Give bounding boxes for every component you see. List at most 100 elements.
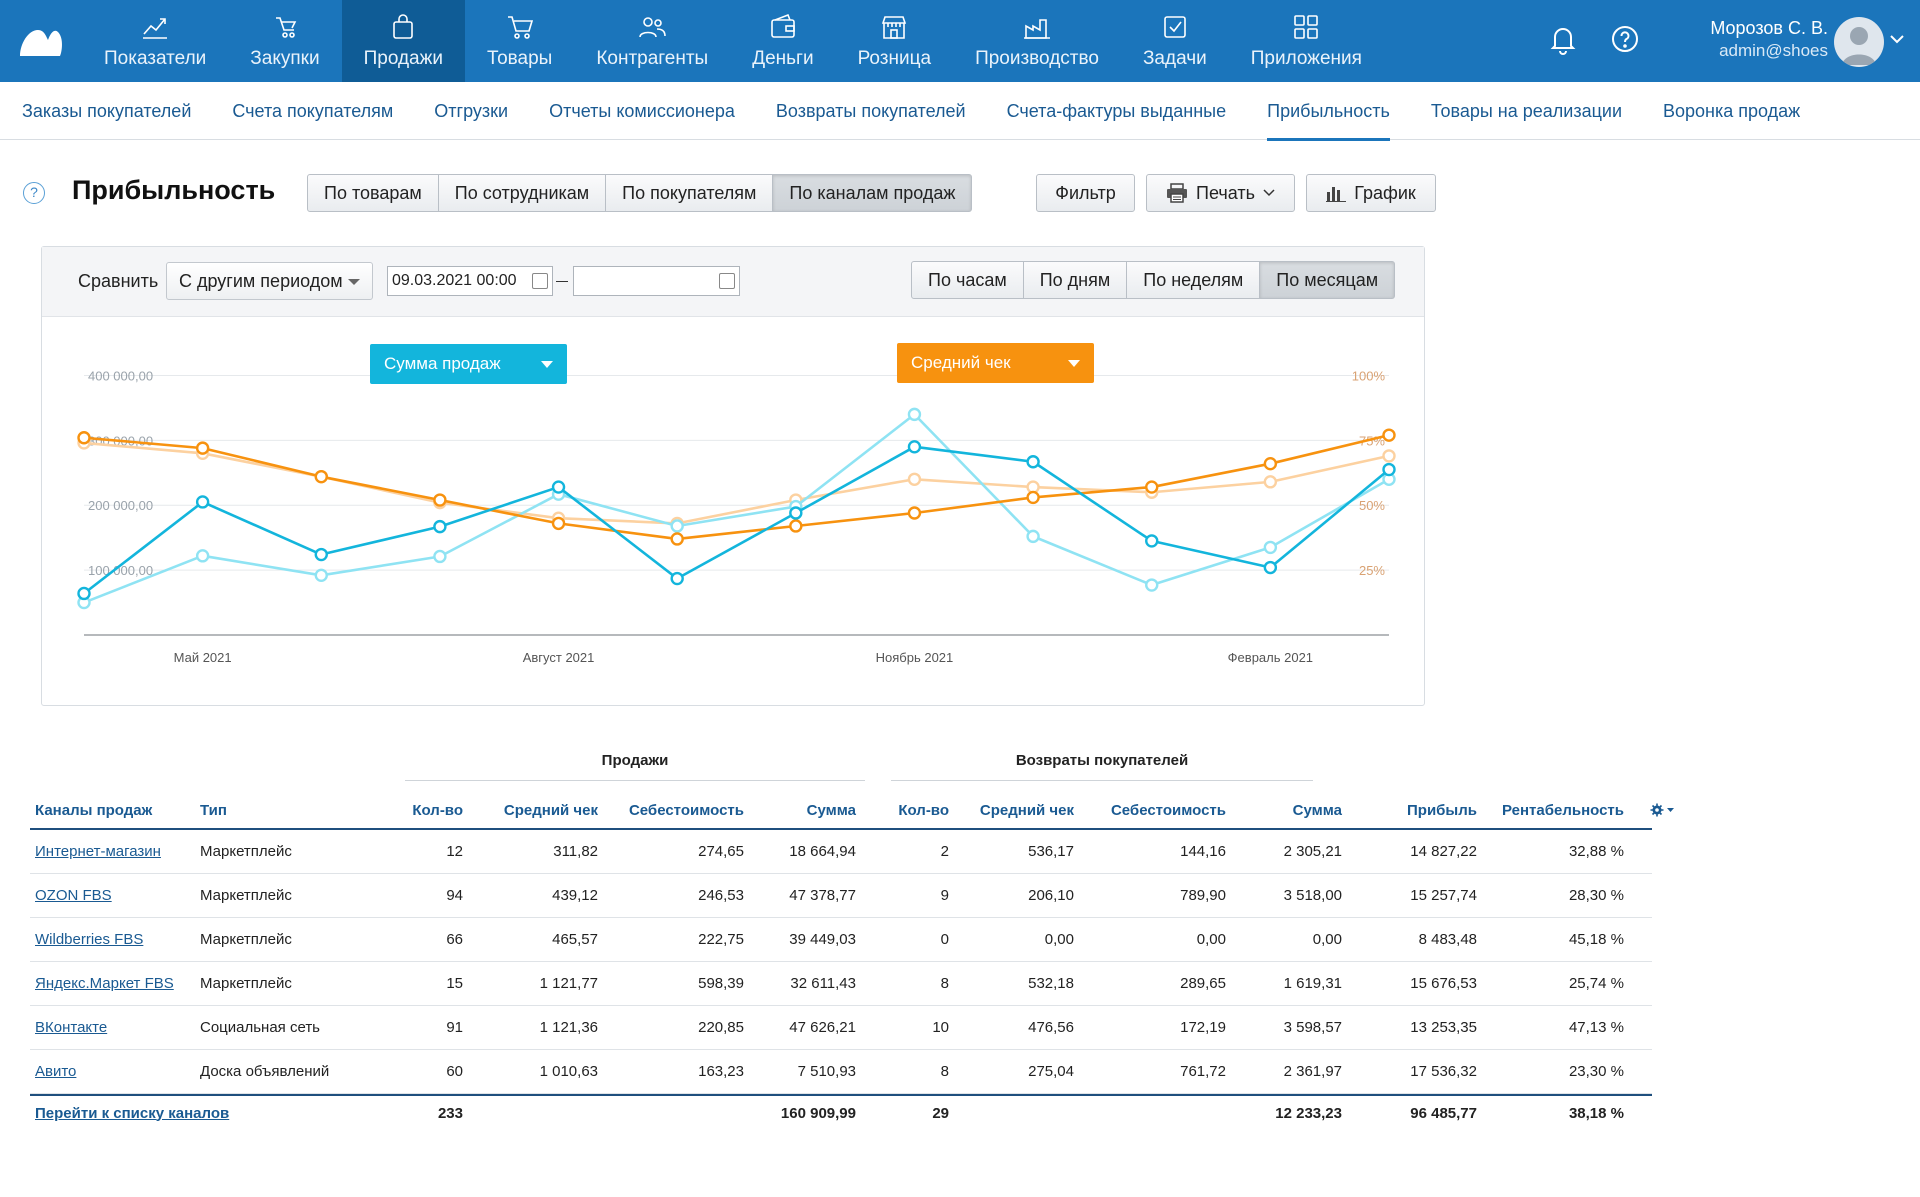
user-info[interactable]: Морозов С. В. admin@shoes bbox=[1660, 18, 1828, 61]
table-row[interactable]: Авито Доска объявлений 60 1 010,63 163,23 7 5… bbox=[30, 1050, 1652, 1094]
table-row[interactable]: Wildberries FBS Маркетплейс 66 465,57 222,75… bbox=[30, 918, 1652, 962]
nav-item-9[interactable]: Приложения bbox=[1229, 0, 1384, 82]
channel-link-cell[interactable]: ВКонтакте bbox=[35, 1006, 195, 1049]
data-point-left bbox=[1026, 455, 1040, 469]
view-button-3[interactable]: По каналам продаж bbox=[772, 174, 973, 212]
granularity-button-2[interactable]: По неделям bbox=[1126, 261, 1261, 299]
table-row[interactable]: Яндекс.Маркет FBS Маркетплейс 15 1 121,77 59… bbox=[30, 962, 1652, 1006]
cell-s_cost: 598,39 bbox=[698, 975, 744, 992]
nav-item-4[interactable]: Контрагенты bbox=[574, 0, 730, 82]
subnav-item-5[interactable]: Счета-фактуры выданные bbox=[1006, 101, 1227, 121]
data-point-right bbox=[77, 431, 91, 445]
column-settings-gear-icon[interactable] bbox=[1650, 792, 1680, 828]
data-point-right bbox=[1026, 490, 1040, 505]
filter-button[interactable]: Фильтр bbox=[1036, 174, 1135, 212]
cell-margin: 32,88 % bbox=[1568, 843, 1624, 860]
left-metric-dropdown[interactable]: Сумма продаж bbox=[370, 344, 567, 384]
cell-r_sum: 0,00 bbox=[1312, 931, 1342, 948]
view-button-2[interactable]: По покупателям bbox=[605, 174, 774, 212]
series-line-right_compare bbox=[83, 441, 1390, 525]
help-circle-icon[interactable] bbox=[1608, 22, 1642, 56]
cell-margin: 25,74 % bbox=[1568, 975, 1624, 992]
channel-link-cell[interactable]: Wildberries FBS bbox=[35, 918, 195, 961]
nav-item-7[interactable]: Производство bbox=[953, 0, 1121, 82]
chevron-down-icon[interactable] bbox=[1890, 34, 1904, 44]
subnav-item-2[interactable]: Отгрузки bbox=[434, 101, 509, 121]
column-header-margin[interactable]: Рентабельность bbox=[1501, 801, 1624, 819]
channels-list-link[interactable]: Перейти к списку каналов bbox=[35, 1104, 230, 1122]
date-to-input[interactable] bbox=[573, 266, 740, 296]
granularity-button-1[interactable]: По дням bbox=[1022, 261, 1128, 299]
subnav-item-0[interactable]: Заказы покупателей bbox=[22, 101, 192, 121]
channel-link[interactable]: OZON FBS bbox=[35, 887, 112, 904]
cart-basket-icon bbox=[275, 17, 297, 38]
nav-item-label: Продажи bbox=[363, 48, 443, 69]
cell-type: Маркетплейс bbox=[200, 843, 292, 860]
granularity-button-0[interactable]: По часам bbox=[911, 261, 1024, 299]
print-button[interactable]: Печать bbox=[1146, 174, 1295, 212]
nav-item-0[interactable]: Показатели bbox=[82, 0, 228, 82]
data-point-left bbox=[433, 519, 447, 534]
channel-link[interactable]: ВКонтакте bbox=[35, 1019, 108, 1036]
printer-icon bbox=[1167, 183, 1188, 203]
channel-link[interactable]: Интернет-магазин bbox=[35, 843, 161, 860]
column-header-s_avg[interactable]: Средний чек bbox=[503, 801, 598, 819]
subnav-item-3[interactable]: Отчеты комиссионера bbox=[549, 101, 735, 121]
view-button-0[interactable]: По товарам bbox=[307, 174, 439, 212]
column-header-profit[interactable]: Прибыль bbox=[1407, 801, 1477, 819]
cell-profit: 13 253,35 bbox=[1410, 1019, 1477, 1036]
calendar-icon[interactable] bbox=[719, 273, 735, 289]
cell-r_sum: 1 619,31 bbox=[1283, 975, 1342, 992]
logo-icon[interactable] bbox=[18, 22, 64, 60]
table-row[interactable]: Интернет-магазин Маркетплейс 12 311,82 274,6… bbox=[30, 830, 1652, 874]
subnav-item-4[interactable]: Возвраты покупателей bbox=[775, 101, 966, 121]
column-header-r_cost[interactable]: Себестоимость bbox=[1110, 801, 1226, 819]
user-email: admin@shoes bbox=[1719, 41, 1828, 60]
data-point-left_compare bbox=[907, 407, 922, 422]
avatar[interactable] bbox=[1834, 17, 1884, 67]
channel-link[interactable]: Авито bbox=[35, 1063, 77, 1080]
channel-link[interactable]: Яндекс.Маркет FBS bbox=[35, 975, 174, 992]
nav-item-2[interactable]: Продажи bbox=[341, 0, 465, 82]
subnav-item-8[interactable]: Воронка продаж bbox=[1663, 101, 1801, 121]
column-header-s_qty[interactable]: Кол-во bbox=[412, 801, 463, 819]
table-row[interactable]: OZON FBS Маркетплейс 94 439,12 246,53 47 378,… bbox=[30, 874, 1652, 918]
nav-item-5[interactable]: Деньги bbox=[730, 0, 835, 82]
data-point-left_compare bbox=[314, 568, 328, 583]
column-header-channel[interactable]: Каналы продаж bbox=[35, 801, 153, 819]
nav-item-3[interactable]: Товары bbox=[465, 0, 574, 82]
graph-button[interactable]: График bbox=[1306, 174, 1436, 212]
channel-link[interactable]: Wildberries FBS bbox=[35, 931, 144, 948]
channel-link-cell[interactable]: Авито bbox=[35, 1050, 195, 1093]
column-header-r_sum[interactable]: Сумма bbox=[1292, 801, 1342, 819]
compare-period-select[interactable]: С другим периодом bbox=[166, 262, 373, 300]
data-point-left bbox=[670, 571, 684, 586]
subnav-item-1[interactable]: Счета покупателям bbox=[232, 101, 394, 121]
bell-icon[interactable] bbox=[1546, 22, 1580, 56]
help-icon[interactable]: ? bbox=[23, 182, 45, 204]
subnav-item-7[interactable]: Товары на реализации bbox=[1430, 101, 1623, 121]
channel-link-cell[interactable]: OZON FBS bbox=[35, 874, 195, 917]
right-metric-dropdown[interactable]: Средний чек bbox=[897, 343, 1094, 383]
column-header-s_cost[interactable]: Себестоимость bbox=[628, 801, 744, 819]
cell-s_cost: 246,53 bbox=[698, 887, 744, 904]
nav-item-6[interactable]: Розница bbox=[836, 0, 953, 82]
column-header-r_avg[interactable]: Средний чек bbox=[979, 801, 1074, 819]
column-header-r_qty[interactable]: Кол-во bbox=[898, 801, 949, 819]
channels-list-link-cell[interactable]: Перейти к списку каналов bbox=[35, 1096, 295, 1130]
channel-link-cell[interactable]: Яндекс.Маркет FBS bbox=[35, 962, 195, 1005]
nav-item-8[interactable]: Задачи bbox=[1121, 0, 1229, 82]
nav-item-label: Производство bbox=[975, 48, 1099, 69]
cell-s_sum: 47 378,77 bbox=[789, 887, 856, 904]
calendar-icon[interactable] bbox=[532, 273, 548, 289]
column-header-type[interactable]: Тип bbox=[200, 801, 227, 819]
nav-item-1[interactable]: Закупки bbox=[228, 0, 341, 82]
table-row[interactable]: ВКонтакте Социальная сеть 91 1 121,36 220,85… bbox=[30, 1006, 1652, 1050]
column-header-s_sum[interactable]: Сумма bbox=[806, 801, 856, 819]
view-button-1[interactable]: По сотрудникам bbox=[437, 174, 607, 212]
cell-r_avg: 536,17 bbox=[1028, 843, 1074, 860]
subnav-item-6[interactable]: Прибыльность bbox=[1267, 82, 1390, 141]
granularity-button-3[interactable]: По месяцам bbox=[1259, 261, 1396, 299]
date-from-input[interactable]: 09.03.2021 00:00 bbox=[387, 266, 553, 296]
channel-link-cell[interactable]: Интернет-магазин bbox=[35, 830, 195, 873]
